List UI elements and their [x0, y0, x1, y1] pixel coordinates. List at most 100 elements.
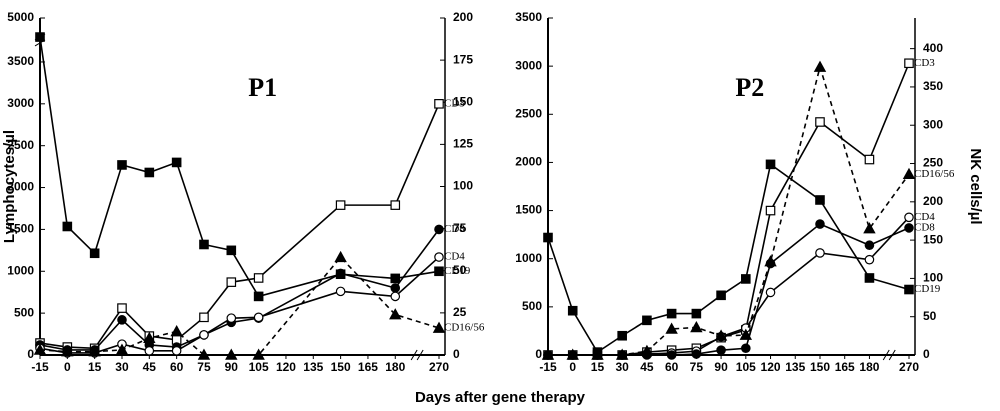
y2-tick-label: 150: [923, 232, 943, 246]
x-tick-label: 270: [899, 360, 919, 374]
y-tick-label: 2000: [7, 180, 34, 194]
marker: [815, 219, 825, 229]
marker: [765, 159, 776, 170]
x-axis-title: Days after gene therapy: [415, 389, 586, 406]
marker: [665, 322, 678, 334]
marker: [253, 291, 264, 302]
y2-tick-label: 100: [453, 179, 473, 193]
x-tick-label: 150: [331, 360, 351, 374]
axis-break: [410, 349, 418, 361]
marker: [691, 349, 702, 359]
marker: [62, 221, 73, 232]
axis-break: [882, 349, 890, 361]
x-tick-label: -15: [31, 360, 49, 374]
marker: [226, 313, 237, 323]
y2-tick-label: 250: [923, 156, 943, 170]
marker: [739, 328, 753, 340]
marker: [904, 58, 914, 69]
marker: [335, 286, 346, 297]
x-tick-label: 165: [835, 360, 855, 374]
series-line: [39, 228, 440, 351]
marker: [199, 239, 209, 250]
marker: [434, 266, 444, 277]
marker: [591, 348, 604, 360]
marker: [390, 283, 401, 293]
y-tick-label: 0: [535, 347, 542, 361]
marker: [389, 308, 402, 320]
y-tick-label: 500: [522, 299, 542, 313]
marker: [764, 255, 777, 267]
x-tick-label: 270: [429, 360, 449, 374]
marker: [716, 290, 726, 301]
marker: [904, 223, 914, 233]
marker: [864, 240, 875, 251]
marker: [390, 291, 401, 302]
marker: [691, 308, 702, 319]
series-line: [548, 62, 910, 356]
x-tick-label: 60: [170, 360, 184, 374]
marker: [61, 345, 74, 357]
series-label: CD16/56: [444, 322, 485, 334]
y2-tick-label: 350: [923, 79, 943, 93]
y2-tick-label: 0: [923, 347, 930, 361]
marker: [390, 200, 401, 210]
marker: [199, 312, 209, 323]
x-tick-label: 0: [64, 360, 71, 374]
marker: [617, 330, 627, 341]
y-axis-title: Lymphocytes/µl: [1, 130, 18, 243]
marker: [253, 273, 264, 283]
y-tick-label: 3000: [7, 96, 34, 110]
marker: [863, 222, 876, 234]
marker: [89, 248, 100, 259]
y-tick-label: 3000: [515, 58, 542, 72]
x-tick-label: 45: [640, 360, 654, 374]
marker: [741, 274, 751, 284]
series-line: [548, 216, 910, 356]
marker: [88, 345, 101, 357]
y2-tick-label: 125: [453, 137, 473, 151]
x-tick-label: 15: [88, 360, 102, 374]
y-tick-label: 2000: [515, 155, 542, 169]
x-tick-label: 30: [115, 360, 129, 374]
marker: [115, 343, 129, 355]
series-line: [39, 256, 440, 354]
marker: [815, 248, 825, 258]
marker: [902, 167, 916, 180]
marker: [225, 348, 238, 360]
panel-title: P2: [735, 73, 764, 102]
marker: [117, 160, 127, 170]
x-tick-label: 180: [859, 360, 879, 374]
series-line: [548, 64, 910, 356]
marker: [864, 254, 875, 265]
axis-break: [888, 349, 896, 361]
marker: [253, 312, 264, 323]
x-tick-label: 105: [249, 360, 269, 374]
marker: [666, 350, 677, 360]
x-tick-label: 90: [714, 360, 728, 374]
x-tick-label: 15: [591, 360, 605, 374]
y2-tick-label: 50: [923, 309, 937, 323]
y-tick-label: 2500: [515, 106, 542, 120]
marker: [434, 252, 444, 262]
y2-tick-label: 100: [923, 271, 943, 285]
x-tick-label: 105: [736, 360, 756, 374]
marker: [143, 331, 156, 343]
series-label: CD3: [444, 97, 465, 109]
series-label: CD19: [444, 265, 471, 277]
series-label: CD3: [914, 57, 935, 69]
series-label: CD4: [444, 251, 465, 263]
marker: [252, 348, 265, 360]
marker: [434, 224, 444, 235]
series-label: CD16/56: [914, 168, 955, 180]
series-line: [39, 256, 440, 356]
marker: [390, 273, 401, 284]
y2-tick-label: 300: [923, 117, 943, 131]
series-label: CD19: [914, 283, 941, 295]
marker: [117, 315, 127, 325]
marker: [666, 308, 677, 319]
y2-tick-label: 150: [453, 94, 473, 108]
y-tick-label: 500: [14, 305, 34, 319]
y-tick-label: 0: [27, 347, 34, 361]
panel-title: P1: [248, 73, 277, 102]
